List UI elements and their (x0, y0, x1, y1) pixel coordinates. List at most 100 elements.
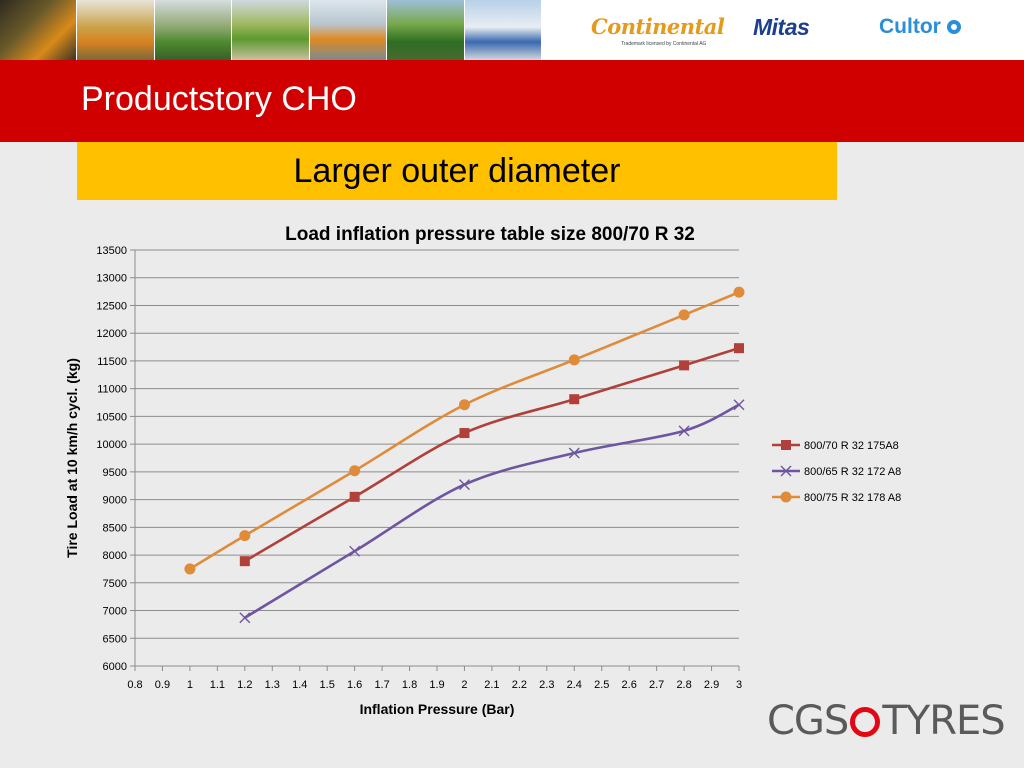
legend-entry: 800/65 R 32 172 A8 (804, 466, 901, 478)
x-axis-label: Inflation Pressure (Bar) (360, 701, 515, 717)
series-3-point-1 (184, 563, 196, 575)
chart-series (184, 286, 745, 624)
series-1-point-3 (459, 428, 470, 439)
series-2-point-3-stroke-b (458, 479, 470, 491)
series-2-point-4 (568, 447, 580, 459)
partner-logos: Continental Trademark licensed by Contin… (541, 0, 1024, 60)
legend-entry: 800/75 R 32 178 A8 (804, 492, 901, 504)
john-deere-tractor-photo (387, 0, 465, 60)
mitas-logo: Mitas (753, 14, 810, 40)
cgs-tyres-logo-right: TYRES (882, 698, 1005, 744)
chart-legend: 800/70 R 32 175A8 800/65 R 32 172 A8 800/7… (772, 440, 901, 504)
header-photo-strip (0, 0, 541, 60)
series-2-point-5-stroke-b (678, 425, 690, 437)
y-tick-label: 12500 (96, 300, 127, 312)
x-tick-label: 2.4 (567, 679, 582, 691)
x-tick-label: 1.5 (320, 679, 335, 691)
series-2-point-6-stroke-b (733, 399, 745, 411)
series-1-point-4 (569, 394, 580, 405)
x-tick-label: 1 (187, 679, 193, 691)
series-2-line (244, 403, 740, 619)
continental-logo-subtext: Trademark licensed by Continental AG (621, 41, 707, 47)
y-tick-label: 12000 (96, 328, 127, 340)
y-tick-label: 7000 (103, 606, 127, 618)
y-tick-label: 9500 (103, 467, 127, 479)
chart-gridlines (135, 249, 739, 667)
cgs-tyres-logo-left: CGS (767, 698, 849, 744)
series-1 (239, 343, 744, 567)
legend-swatch-marker (781, 440, 791, 450)
x-tick-label: 0.8 (127, 679, 142, 691)
y-tick-label: 13000 (96, 273, 127, 285)
y-tick-label: 8000 (103, 550, 127, 562)
x-tick-label: 2.2 (512, 679, 527, 691)
slide-title: Productstory CHO (81, 80, 357, 118)
series-2-point-3 (458, 479, 470, 491)
continental-logo: Continental (591, 14, 725, 39)
legend-swatch-marker (780, 465, 792, 477)
x-tick-label: 2.7 (649, 679, 664, 691)
series-3-point-7 (733, 286, 745, 298)
series-2-point-6 (733, 399, 745, 411)
x-tick-label: 2 (461, 679, 467, 691)
y-tick-label: 9000 (103, 495, 127, 507)
green-tractor-photo (232, 0, 310, 60)
chart-title: Load inflation pressure table size 800/7… (285, 224, 695, 245)
y-axis: 6000 6500 7000 7500 8000 8500 9000 9500 10000 105… (96, 245, 136, 673)
x-tick-label: 3 (736, 679, 742, 691)
y-tick-label: 11000 (97, 384, 127, 396)
series-3 (184, 286, 745, 575)
cgs-tyres-logo: CGS TYRES (767, 698, 1006, 744)
series-1-point-5 (679, 360, 690, 371)
legend-swatch-marker-stroke-b (780, 465, 792, 477)
y-tick-label: 7500 (103, 578, 127, 590)
x-tick-label: 2.8 (676, 679, 691, 691)
series-2-point-1-stroke-b (239, 612, 251, 624)
cultor-logo: Cultor (879, 15, 961, 39)
load-pressure-chart: Load inflation pressure table size 800/7… (64, 224, 901, 717)
x-tick-label: 1.1 (210, 679, 225, 691)
series-2-point-5 (678, 425, 690, 437)
series-1-point-2 (349, 491, 360, 502)
series-2-point-1 (239, 612, 251, 624)
x-tick-label: 1.2 (237, 679, 252, 691)
x-tick-label: 2.1 (484, 679, 499, 691)
y-tick-label: 10000 (96, 439, 127, 451)
subtitle-box: Larger outer diameter (77, 142, 837, 200)
series-1-line (244, 346, 740, 563)
x-tick-label: 1.4 (292, 679, 307, 691)
legend-entry: 800/70 R 32 175A8 (804, 440, 899, 452)
cgs-tyres-logo-mark (850, 707, 881, 737)
series-3-point-2 (239, 530, 251, 542)
tractor-wheel-photo (0, 0, 78, 60)
x-tick-label: 1.3 (265, 679, 280, 691)
series-1-point-1 (239, 556, 250, 567)
x-tick-label: 1.6 (347, 679, 362, 691)
x-tick-label: 0.9 (155, 679, 170, 691)
series-3-point-6 (678, 309, 690, 321)
series-3-point-3 (349, 465, 361, 477)
tractor-field-photo (154, 0, 233, 60)
series-2-point-2 (349, 545, 361, 557)
x-tick-label: 1.9 (429, 679, 444, 691)
x-tick-label: 2.3 (539, 679, 554, 691)
x-tick-label: 2.5 (594, 679, 609, 691)
y-tick-label: 13500 (96, 245, 127, 257)
series-3-point-5 (568, 354, 580, 366)
utility-vehicle-photo (309, 0, 388, 60)
series-2-point-4-stroke-b (568, 447, 580, 459)
series-3-point-4 (458, 399, 470, 411)
series-1-point-6 (734, 343, 744, 354)
x-tick-label: 1.7 (374, 679, 389, 691)
y-tick-label: 11500 (97, 356, 127, 368)
harvester-photo (77, 0, 155, 60)
series-2-point-2-stroke-b (349, 545, 361, 557)
y-axis-label: Tire Load at 10 km/h cycl. (kg) (64, 358, 80, 558)
slide-subtitle: Larger outer diameter (293, 152, 621, 190)
y-tick-label: 8500 (103, 522, 127, 534)
y-tick-label: 10500 (96, 411, 127, 423)
x-axis: 0.8 0.9 1 1.1 1.2 1.3 1.4 1.5 1.6 1.7 1.8 1.9 2 2.1 2.… (127, 665, 742, 691)
x-tick-label: 2.6 (622, 679, 637, 691)
x-tick-label: 2.9 (704, 679, 719, 691)
y-tick-label: 6500 (103, 633, 127, 645)
